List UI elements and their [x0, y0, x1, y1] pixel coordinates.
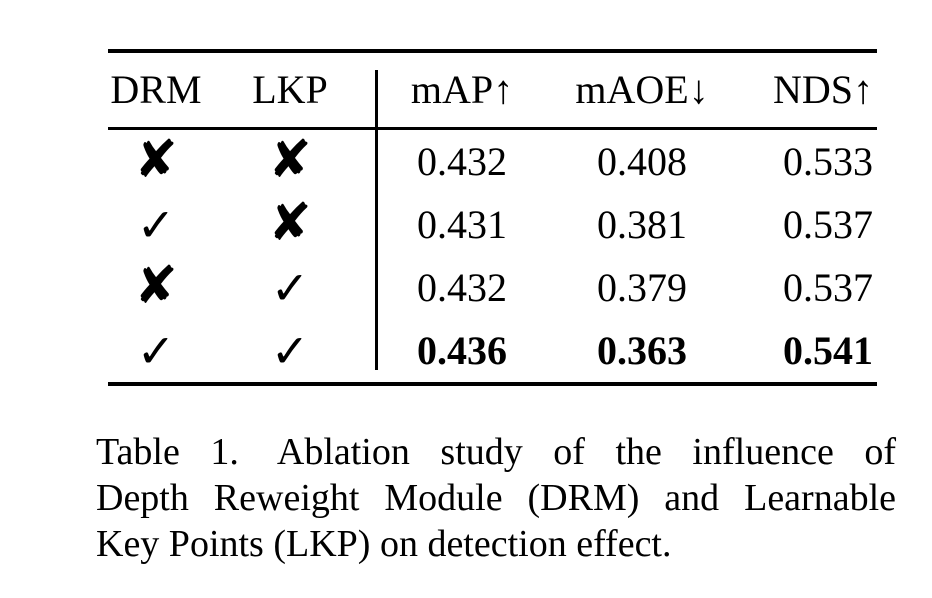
col-header-nds: NDS↑ [772, 67, 873, 112]
table-bottom-rule [108, 382, 877, 386]
check-mark-icon: ✓ [270, 260, 310, 315]
check-mark-icon: ✓ [136, 197, 176, 252]
cross-mark-icon: ✘ [268, 192, 312, 253]
nds-value: 0.537 [783, 201, 873, 247]
col-header-map: mAP↑ [410, 67, 514, 112]
cross-mark-icon: ✘ [134, 255, 178, 316]
col-header-lkp: LKP [252, 67, 328, 112]
check-mark-icon: ✓ [270, 323, 310, 378]
table-row: ✘ ✓ 0.432 0.379 0.537 [108, 256, 877, 319]
table-top-rule [108, 49, 877, 53]
results-table: DRM LKP mAP↑ mAOE↓ NDS↑ ✘ ✘ 0.432 0.408 … [108, 49, 877, 386]
map-value: 0.432 [417, 138, 507, 184]
maoe-value: 0.379 [597, 264, 687, 310]
column-divider [375, 70, 378, 370]
maoe-value: 0.381 [597, 201, 687, 247]
table-caption: Table 1. Ablation study of the influence… [96, 429, 896, 567]
caption-line: Table 1. Ablation study of the influence… [96, 431, 896, 473]
maoe-value: 0.408 [597, 138, 687, 184]
header-row: DRM LKP mAP↑ mAOE↓ NDS↑ [108, 53, 877, 127]
maoe-value: 0.363 [597, 327, 687, 373]
col-header-maoe: mAOE↓ [575, 67, 709, 112]
nds-value: 0.537 [783, 264, 873, 310]
col-header-drm: DRM [110, 67, 202, 112]
map-value: 0.436 [417, 327, 507, 373]
table-row-best: ✓ ✓ 0.436 0.363 0.541 [108, 319, 877, 382]
map-value: 0.432 [417, 264, 507, 310]
table-mid-rule [108, 127, 877, 130]
nds-value: 0.533 [783, 138, 873, 184]
table-row: ✓ ✘ 0.431 0.381 0.537 [108, 193, 877, 256]
check-mark-icon: ✓ [136, 323, 176, 378]
caption-line: Depth Reweight Module (DRM) and Learnabl… [96, 477, 896, 519]
nds-value: 0.541 [783, 327, 873, 373]
cross-mark-icon: ✘ [134, 129, 178, 190]
caption-line: Key Points (LKP) on detection effect. [96, 523, 672, 565]
map-value: 0.431 [417, 201, 507, 247]
table-row: ✘ ✘ 0.432 0.408 0.533 [108, 130, 877, 193]
cross-mark-icon: ✘ [268, 129, 312, 190]
